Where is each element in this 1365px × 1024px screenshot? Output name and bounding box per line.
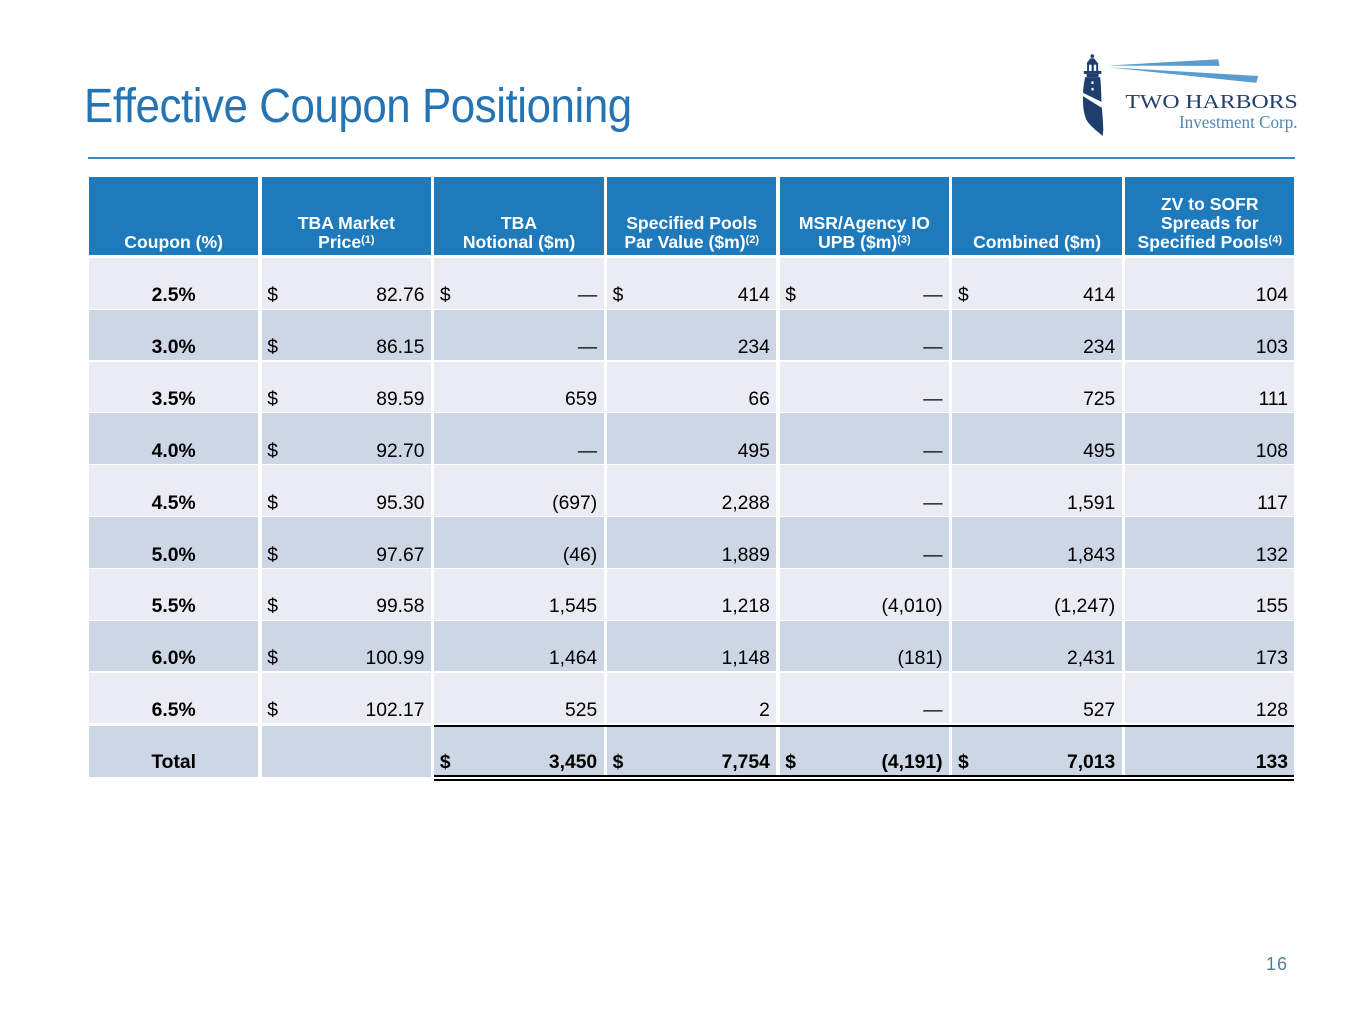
svg-text:TWO HARBORS: TWO HARBORS — [1125, 92, 1297, 113]
svg-text:Investment Corp.: Investment Corp. — [1179, 112, 1298, 132]
